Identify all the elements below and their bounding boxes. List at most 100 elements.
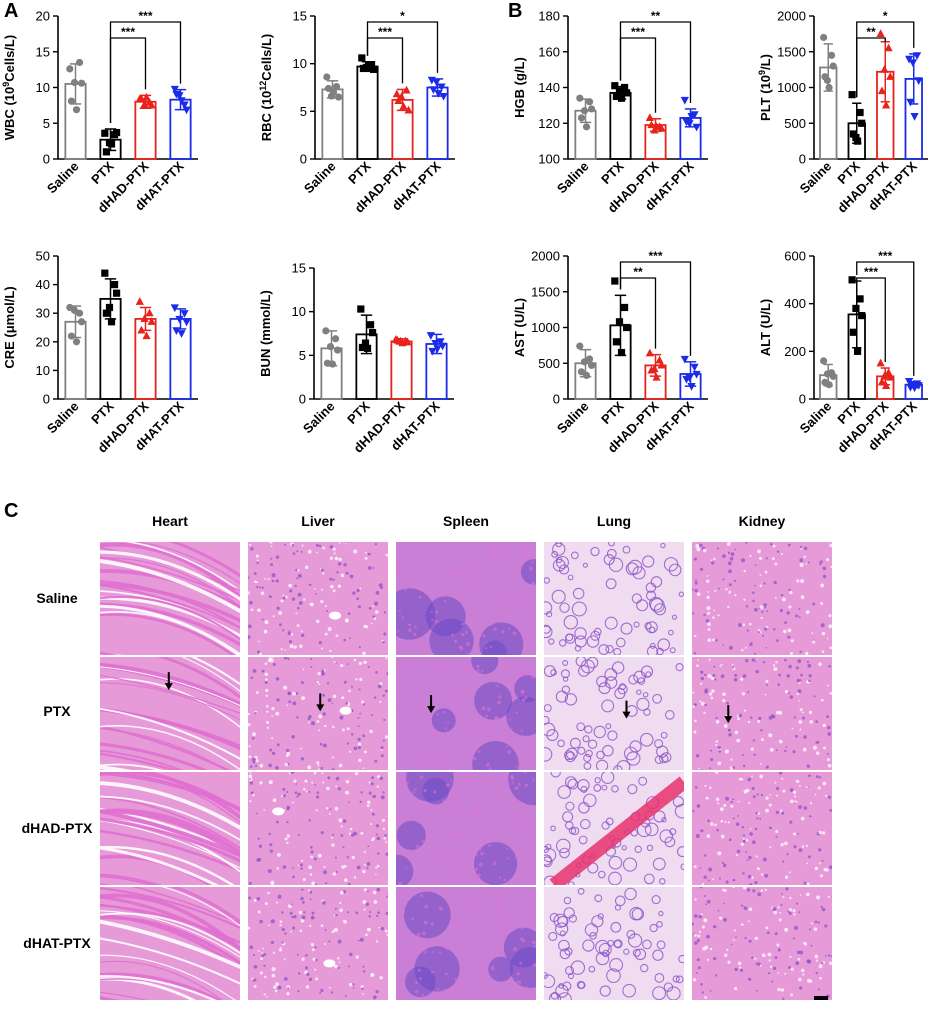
data-point — [912, 52, 922, 60]
kidney-tissue-icon — [692, 772, 832, 885]
data-point — [105, 303, 114, 312]
data-point — [101, 269, 109, 277]
data-point — [102, 148, 111, 156]
data-point — [580, 358, 589, 366]
data-point — [431, 340, 440, 348]
data-point — [881, 381, 891, 389]
data-point — [685, 374, 694, 383]
data-point — [142, 92, 151, 101]
lung-tissue-icon — [544, 772, 684, 885]
significance-label: *** — [378, 25, 392, 39]
data-point — [368, 329, 377, 337]
column-label-kidney: Kidney — [738, 513, 786, 529]
y-tick-label: 600 — [784, 249, 806, 264]
data-point — [170, 85, 179, 94]
y-tick-label: 0 — [799, 152, 806, 167]
y-tick-label: 2000 — [777, 9, 806, 24]
data-point — [876, 29, 885, 37]
data-point — [361, 339, 370, 347]
data-point — [687, 113, 696, 121]
y-tick-label: 10 — [36, 80, 50, 95]
data-point — [105, 138, 114, 147]
data-point — [322, 327, 330, 335]
lung-tissue-icon — [544, 542, 684, 655]
y-tick-label: 5 — [300, 104, 307, 119]
bar-PTX — [356, 65, 379, 160]
y-tick-label: 160 — [538, 44, 560, 59]
significance-bracket — [856, 277, 886, 363]
data-point — [437, 83, 446, 92]
column-label-lung: Lung — [596, 513, 632, 529]
significance-bracket — [109, 37, 147, 123]
y-axis-label: HGB (g/L) — [512, 57, 527, 118]
kidney-tissue-icon — [692, 657, 832, 770]
data-point — [622, 323, 631, 332]
y-tick-label: 500 — [784, 116, 806, 131]
data-point — [620, 83, 629, 92]
data-point — [432, 78, 441, 87]
data-point — [877, 86, 887, 95]
panel-letter-b: B — [508, 0, 523, 22]
data-point — [438, 342, 447, 351]
data-point — [585, 98, 594, 106]
significance-label: *** — [648, 249, 662, 263]
data-point — [145, 308, 154, 317]
data-point — [914, 382, 923, 390]
row-label-saline: Saline — [36, 590, 78, 606]
spleen-tissue-icon — [396, 542, 536, 655]
data-point — [820, 33, 828, 42]
x-tick-label: PTX — [88, 398, 117, 427]
liver-tissue-icon — [248, 887, 388, 1000]
data-point — [140, 314, 149, 323]
x-tick-label: PTX — [598, 158, 627, 187]
data-point — [140, 100, 149, 108]
significance-bracket — [619, 21, 692, 103]
y-axis-label: PLT (109/L) — [757, 54, 773, 121]
y-tick-label: 15 — [292, 261, 306, 276]
data-point — [434, 90, 443, 98]
row-label-dhad-ptx: dHAD-PTX — [21, 820, 93, 836]
y-tick-label: 500 — [538, 356, 560, 371]
x-tick-label: PTX — [598, 398, 627, 427]
y-axis-label: RBC (1012Cells/L) — [258, 34, 274, 142]
data-point — [611, 277, 619, 285]
data-point — [849, 328, 858, 336]
x-tick-label: PTX — [345, 158, 374, 187]
y-axis-label: BUN (mmol/L) — [258, 290, 273, 377]
data-point — [324, 84, 333, 93]
y-tick-label: 30 — [36, 306, 50, 321]
data-point — [175, 92, 184, 100]
significance-bracket — [619, 37, 657, 113]
data-point — [617, 94, 626, 102]
y-axis-label: CRE (μmol/L) — [2, 286, 17, 368]
data-point — [856, 108, 864, 117]
bar-dHAD-PTX — [134, 100, 157, 160]
data-point — [615, 318, 624, 326]
row-label-dhat-ptx: dHAT-PTX — [23, 935, 91, 951]
y-tick-label: 5 — [43, 116, 50, 131]
data-point — [72, 338, 81, 346]
data-point — [403, 337, 412, 346]
liver-tissue-icon — [248, 772, 388, 885]
data-point — [910, 113, 919, 121]
significance-label: ** — [651, 9, 661, 23]
data-point — [66, 65, 74, 73]
data-point — [147, 317, 156, 325]
data-point — [622, 89, 631, 97]
y-tick-label: 40 — [36, 277, 50, 292]
data-point — [580, 107, 589, 115]
y-tick-label: 15 — [293, 9, 307, 24]
y-axis-label: WBC (109Cells/L) — [1, 35, 17, 140]
scale-bar — [814, 996, 828, 1000]
data-point — [142, 331, 151, 340]
data-point — [650, 364, 659, 373]
data-point — [362, 63, 371, 72]
data-point — [67, 97, 76, 105]
data-point — [650, 125, 659, 134]
data-point — [820, 357, 828, 365]
data-point — [67, 332, 76, 340]
